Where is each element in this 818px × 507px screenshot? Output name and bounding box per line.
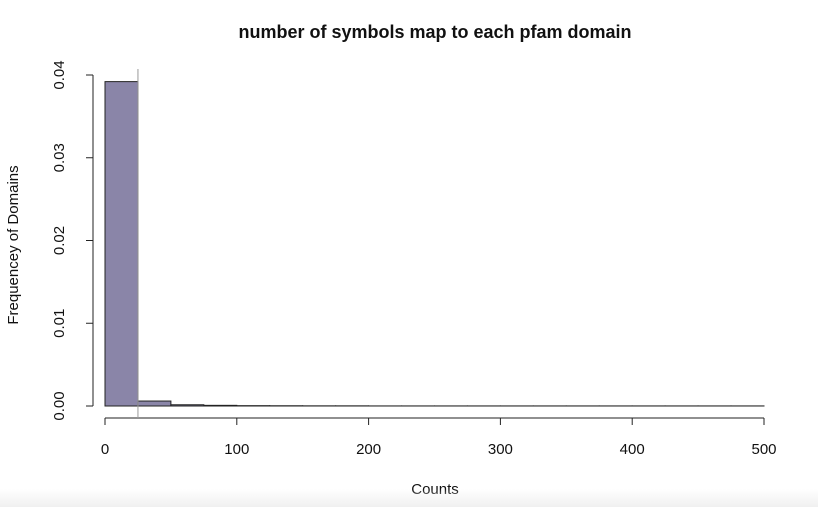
y-axis: 0.00 0.01 0.02 0.03 0.04	[51, 60, 94, 421]
bars-group	[104, 81, 765, 407]
x-axis: 0 100 200 300 400 500	[101, 417, 777, 458]
chart-title: number of symbols map to each pfam domai…	[238, 22, 631, 42]
y-axis-label: Frequencey of Domains	[5, 165, 22, 324]
x-tick-label-1: 100	[224, 441, 249, 458]
x-tick-label-4: 400	[620, 441, 645, 458]
x-tick-label-2: 200	[356, 441, 381, 458]
y-tick-label-4: 0.04	[51, 60, 68, 89]
histogram-bar-2	[170, 404, 205, 407]
histogram-bar-3	[203, 404, 238, 407]
x-tick-label-0: 0	[101, 441, 109, 458]
x-tick-label-5: 500	[751, 441, 776, 458]
y-tick-label-1: 0.01	[51, 309, 68, 338]
y-tick-label-3: 0.03	[51, 143, 68, 172]
bottom-fade	[0, 489, 818, 507]
y-tick-label-0: 0.00	[51, 391, 68, 420]
x-tick-label-3: 300	[488, 441, 513, 458]
histogram-bar-1	[137, 400, 172, 407]
y-tick-label-2: 0.02	[51, 226, 68, 255]
histogram-bar-0	[104, 81, 139, 407]
